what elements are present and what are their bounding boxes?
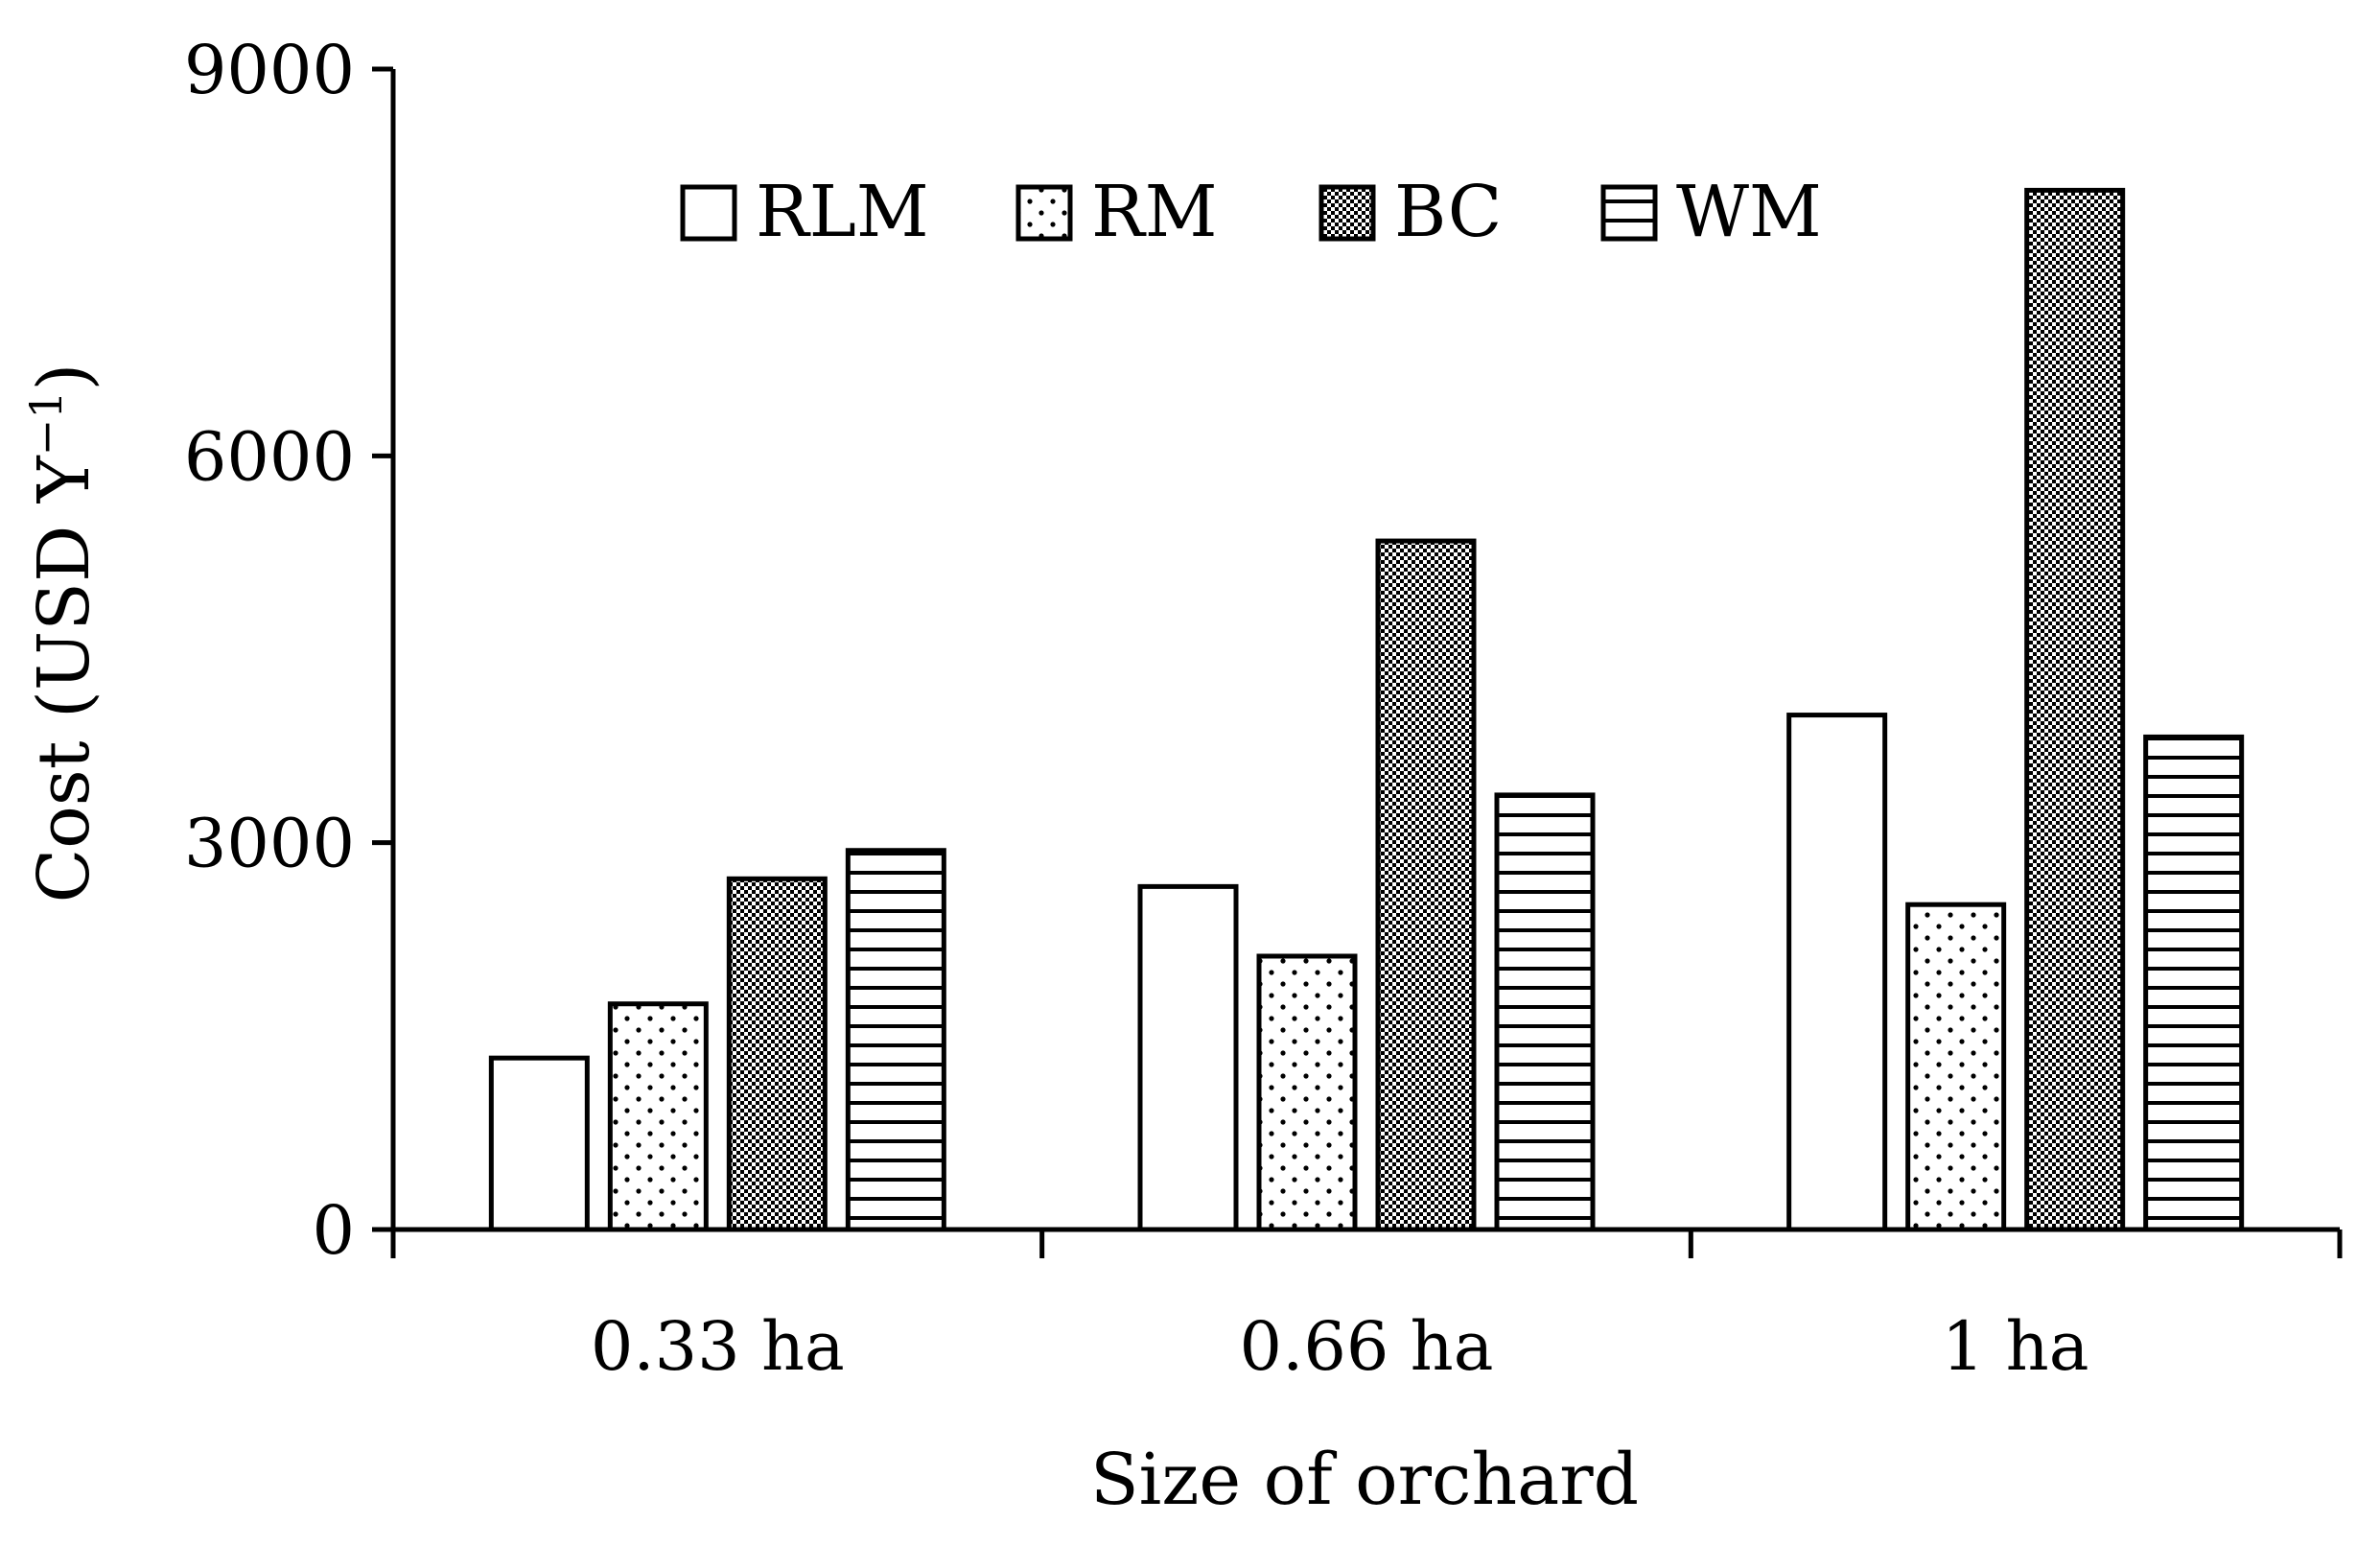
x-tick-labels: 0.33 ha 0.66 ha 1 ha	[390, 1230, 2343, 1386]
y-axis-title: Cost (USD Y−1)	[20, 363, 105, 903]
legend-label-wm: WM	[1676, 171, 1822, 253]
legend-swatch-wm	[1600, 184, 1658, 242]
bar-bc-3	[2024, 187, 2126, 1232]
x-tick-label: 0.66 ha	[1240, 1307, 1494, 1386]
bar-rm-2	[1256, 953, 1358, 1232]
bar-rm-1	[607, 1001, 709, 1232]
y-tick-label: 3000	[184, 805, 355, 883]
bar-wm-1	[845, 848, 946, 1232]
x-tick-label: 0.33 ha	[591, 1307, 845, 1386]
bar-wm-3	[2143, 734, 2245, 1232]
bar-bc-1	[726, 876, 828, 1232]
bar-bc-2	[1375, 538, 1477, 1232]
y-tick-label: 6000	[184, 417, 355, 496]
bar-rlm-3	[1786, 713, 1888, 1232]
bar-wm-2	[1494, 792, 1596, 1232]
bar-rlm-2	[1137, 883, 1239, 1232]
y-axis-title-main: Cost (USD Y	[23, 455, 105, 902]
x-axis-title: Size of orchard	[1090, 1439, 1639, 1521]
bars	[488, 187, 2245, 1232]
legend-label-rm: RM	[1091, 171, 1218, 253]
legend-label-rlm: RLM	[756, 171, 929, 253]
legend: RLM RM BC WM	[680, 171, 1822, 253]
y-tick-label: 9000	[184, 31, 355, 109]
legend-swatch-bc	[1318, 184, 1376, 242]
y-tick-labels: 0 3000 6000 9000	[184, 31, 393, 1270]
bar-rlm-1	[488, 1055, 590, 1232]
legend-swatch-rlm	[680, 184, 737, 242]
legend-label-bc: BC	[1394, 171, 1502, 253]
x-tick-label: 1 ha	[1942, 1307, 2089, 1386]
bar-rm-3	[1905, 902, 2007, 1232]
legend-swatch-rm	[1015, 184, 1073, 242]
y-axis-title-close: )	[23, 363, 105, 391]
y-tick-label: 0	[312, 1191, 355, 1270]
y-axis-title-sup: −1	[20, 391, 72, 457]
